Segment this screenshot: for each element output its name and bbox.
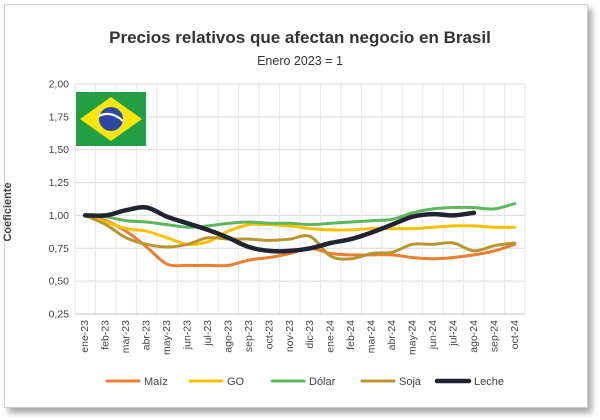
x-tick-label: jun-24: [427, 320, 439, 350]
x-tick-label: nov-23: [284, 320, 296, 352]
y-tick-label: 1,50: [49, 144, 70, 156]
x-axis-ticks: ene-23 feb-23 mar-23 abr-23 may-23 jun-23 jul-…: [79, 320, 521, 355]
x-tick-label: jul-23: [202, 320, 214, 347]
y-axis-ticks: 0,25 0,50 0,75 1,00 1,25 1,50 1,75 2,00: [49, 79, 70, 321]
x-tick-label: ago-24: [468, 320, 480, 353]
x-tick-label: jul-24: [447, 320, 459, 347]
legend-label: Maíz: [144, 376, 168, 388]
legend-label: Leche: [474, 376, 504, 388]
y-tick-label: 1,25: [49, 177, 70, 189]
x-tick-label: may-23: [161, 320, 173, 355]
x-tick-label: ene-24: [325, 320, 337, 353]
x-tick-label: jun-23: [182, 320, 194, 350]
x-tick-label: ago-23: [222, 320, 234, 353]
chart-subtitle: Enero 2023 = 1: [257, 54, 343, 68]
x-tick-label: sep-23: [243, 320, 255, 352]
y-tick-label: 2,00: [49, 79, 70, 91]
x-tick-label: feb-24: [345, 320, 357, 350]
y-tick-label: 1,00: [49, 210, 70, 222]
y-tick-label: 0,25: [49, 309, 70, 321]
legend-label: Soja: [399, 376, 422, 388]
series-line-go: [83, 213, 517, 246]
y-tick-label: 0,50: [49, 276, 70, 288]
x-tick-label: ene-23: [79, 320, 91, 353]
x-tick-label: sep-24: [488, 320, 500, 352]
x-tick-label: feb-23: [100, 320, 112, 350]
series-lines: [82, 202, 517, 268]
x-tick-label: may-24: [407, 320, 419, 355]
brazil-flag-icon: [76, 92, 146, 146]
legend-label: Dólar: [309, 376, 336, 388]
y-tick-label: 0,75: [49, 243, 70, 255]
y-tick-label: 1,75: [49, 111, 70, 123]
series-line-soja: [83, 213, 517, 261]
series-line-dólar: [83, 202, 517, 229]
legend-label: GO: [227, 376, 245, 388]
x-tick-label: oct-23: [263, 320, 275, 349]
legend: Maíz GO Dólar Soja Leche: [105, 376, 504, 388]
chart-title: Precios relativos que afectan negocio en…: [109, 28, 491, 47]
series-line-leche: [82, 204, 477, 254]
x-tick-label: mar-23: [120, 320, 132, 353]
x-tick-label: dic-23: [304, 320, 316, 349]
x-tick-label: abr-24: [386, 320, 398, 351]
x-tick-label: abr-23: [141, 320, 153, 351]
x-tick-label: mar-24: [366, 320, 378, 353]
x-tick-label: oct-24: [509, 320, 521, 349]
chart-frame: [4, 4, 588, 408]
